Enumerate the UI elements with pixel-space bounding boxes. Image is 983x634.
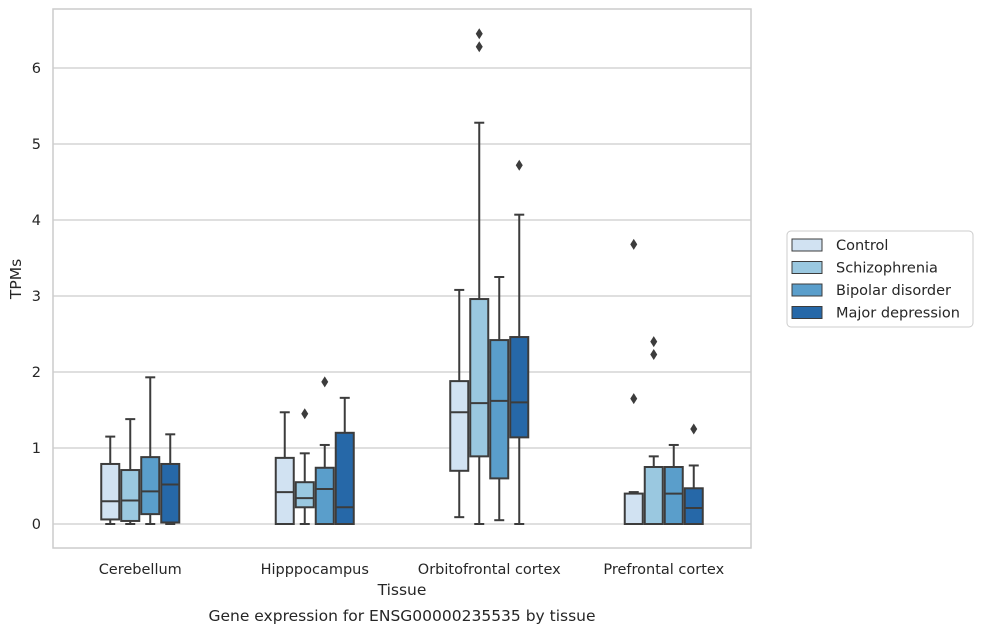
legend-frame [786,230,974,328]
y-tick-label: 5 [32,137,41,153]
y-tick-label: 2 [32,365,41,381]
box-2-0 [449,288,470,519]
x-tick-labels: Cerebellum Hipppocampus Orbitofrontal cort… [99,562,725,578]
legend-label: Major depression [836,306,960,322]
outlier-point [650,336,658,348]
y-tick-label: 3 [32,289,41,305]
box-body [160,462,181,524]
legend-swatch [791,306,823,319]
y-tick-label: 6 [32,61,41,77]
x-tick-label: Hipppocampus [261,562,369,578]
box-groups [100,28,704,526]
y-tick-label: 1 [32,441,41,457]
box-body [314,466,335,526]
box-0-1 [120,418,141,525]
box-2-1 [469,28,490,525]
y-tick-labels: 0 1 2 3 4 5 6 [32,61,41,533]
outlier-point [301,408,309,420]
x-tick-label: Orbitofrontal cortex [418,562,561,578]
box-body [120,469,141,522]
y-tick-label: 4 [32,213,41,229]
outlier-point [690,423,698,435]
legend-swatch [791,261,823,274]
box-body [469,298,490,458]
box-1-3 [334,396,355,525]
box-body [643,466,664,525]
box-3-2 [663,443,684,525]
box-3-3 [683,423,704,525]
x-axis-label: Tissue [377,581,427,599]
box-0-2 [140,376,161,525]
outlier-point [475,41,483,53]
box-0-3 [160,433,181,525]
y-tick-label: 0 [32,517,41,533]
outlier-point [515,159,523,171]
legend-swatch [791,238,823,252]
outlier-point [475,28,483,40]
outlier-point [630,393,638,405]
legend-label: Bipolar disorder [836,283,951,299]
outlier-point [650,349,658,361]
legend-swatch [791,283,823,297]
box-body [334,431,355,525]
box-body [663,466,684,525]
y-axis-label: TPMs [7,259,25,300]
box-1-1 [294,408,315,525]
box-body [683,487,704,525]
box-body [623,492,644,526]
box-body [449,380,470,472]
box-body [140,456,161,516]
outlier-point [321,376,329,388]
box-body [294,481,315,509]
box-body [509,336,530,439]
outlier-point [630,238,638,250]
box-0-0 [100,435,121,525]
box-2-2 [489,276,510,522]
box-body [274,456,295,526]
chart-caption: Gene expression for ENSG00000235535 by t… [208,607,595,625]
box-3-0 [623,238,644,526]
box-1-2 [314,376,335,526]
box-1-0 [274,411,295,526]
x-tick-label: Prefrontal cortex [603,562,724,578]
x-tick-label: Cerebellum [99,562,182,578]
legend: Control Schizophrenia Bipolar disorder Majo… [786,230,974,328]
legend-label: Control [836,238,888,254]
box-3-1 [643,336,664,525]
plot-frame [52,8,752,549]
box-body [100,462,121,521]
legend-label: Schizophrenia [836,261,938,277]
box-2-3 [509,159,530,525]
box-body [489,339,510,480]
